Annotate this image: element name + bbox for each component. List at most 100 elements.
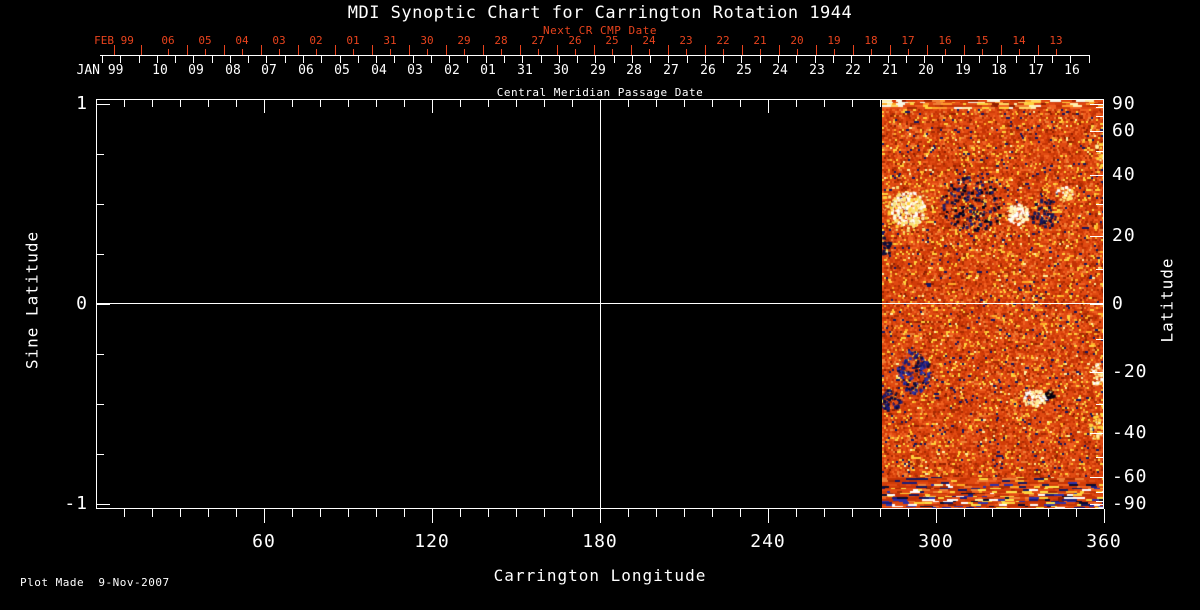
next-cr-day-tick bbox=[335, 45, 336, 55]
y-minor-tick-left bbox=[97, 204, 104, 205]
latitude-axis-title: Latitude bbox=[1157, 257, 1177, 343]
x-minor-tick-top bbox=[236, 100, 237, 107]
cmp-date-label: 24 bbox=[772, 63, 788, 78]
next-cr-date-label: 24 bbox=[642, 34, 656, 47]
y-tick-label-right: -60 bbox=[1112, 466, 1148, 488]
cmp-halfday-tick bbox=[650, 56, 652, 63]
cmp-axis-line bbox=[100, 55, 1090, 56]
cmp-date-label: 22 bbox=[845, 63, 861, 78]
cmp-halfday-tick bbox=[942, 56, 944, 63]
cmp-date-label: 02 bbox=[444, 63, 460, 78]
x-minor-tick-top bbox=[488, 100, 489, 107]
next-cr-day-tick bbox=[520, 45, 521, 55]
cmp-halfday-tick bbox=[979, 56, 980, 63]
x-minor-tick-bottom bbox=[880, 509, 881, 517]
x-tick-label: 180 bbox=[582, 531, 618, 552]
cmp-date-label: 09 bbox=[188, 63, 204, 78]
next-cr-minor-tick bbox=[908, 49, 909, 55]
next-cr-date-label: 25 bbox=[605, 34, 619, 47]
x-major-tick-bottom bbox=[432, 509, 433, 523]
y-tick-label-left: 1 bbox=[76, 93, 88, 114]
cmp-date-label: 27 bbox=[663, 63, 679, 78]
x-minor-tick-top bbox=[740, 100, 741, 107]
next-cr-day-tick bbox=[557, 45, 558, 55]
cmp-halfday-tick bbox=[1033, 56, 1035, 63]
next-cr-minor-tick bbox=[242, 49, 243, 55]
cmp-date-label: 31 bbox=[517, 63, 533, 78]
x-minor-tick-top bbox=[124, 100, 125, 107]
x-minor-tick-bottom bbox=[740, 509, 741, 517]
cmp-halfday-tick bbox=[668, 56, 670, 63]
x-minor-tick-top bbox=[152, 100, 153, 107]
cmp-halfday-tick bbox=[467, 56, 469, 63]
sine-latitude-axis-title: Sine Latitude bbox=[22, 230, 42, 370]
x-minor-tick-top bbox=[544, 100, 545, 107]
y-tick-label-right: -40 bbox=[1112, 421, 1148, 443]
y-minor-tick-right bbox=[1096, 491, 1103, 493]
next-cr-date-label: 30 bbox=[420, 34, 434, 47]
next-cr-day-tick bbox=[964, 45, 965, 55]
next-cr-day-tick bbox=[853, 45, 854, 55]
y-minor-tick-right bbox=[1096, 501, 1103, 502]
y-minor-tick-right bbox=[1096, 457, 1103, 459]
x-minor-tick-bottom bbox=[712, 509, 713, 517]
x-minor-tick-bottom bbox=[376, 509, 377, 517]
next-cr-minor-tick bbox=[353, 49, 354, 55]
next-cr-day-tick bbox=[594, 45, 595, 55]
cmp-halfday-tick bbox=[303, 56, 304, 63]
magnetogram-image bbox=[882, 100, 1103, 508]
x-minor-tick-bottom bbox=[992, 509, 993, 517]
cmp-halfday-tick bbox=[376, 56, 378, 63]
cmp-halfday-tick bbox=[321, 56, 323, 63]
cmp-halfday-tick bbox=[138, 56, 140, 63]
cmp-date-label: 25 bbox=[736, 63, 752, 78]
x-minor-tick-top bbox=[796, 100, 797, 107]
next-cr-date-label: 22 bbox=[716, 34, 730, 47]
x-minor-tick-bottom bbox=[488, 509, 489, 517]
next-cr-day-tick bbox=[668, 45, 669, 55]
next-cr-date-label: 27 bbox=[531, 34, 545, 47]
next-cr-date-label: 29 bbox=[457, 34, 471, 47]
next-cr-minor-tick bbox=[649, 49, 650, 55]
next-cr-minor-tick bbox=[871, 49, 872, 55]
y-tick-label-right: 40 bbox=[1112, 164, 1136, 186]
x-minor-tick-bottom bbox=[236, 509, 237, 517]
cmp-date-label: 30 bbox=[553, 63, 569, 78]
cmp-halfday-tick bbox=[924, 56, 926, 63]
next-cr-day-tick bbox=[187, 45, 188, 55]
x-minor-tick-top bbox=[712, 100, 713, 107]
x-minor-tick-bottom bbox=[516, 509, 517, 517]
y-minor-tick-left bbox=[97, 154, 104, 155]
cmp-halfday-tick bbox=[558, 56, 560, 63]
cmp-date-label: 18 bbox=[991, 63, 1007, 78]
y-major-tick-right bbox=[1090, 304, 1103, 305]
next-cr-day-tick bbox=[927, 45, 928, 55]
cmp-halfday-tick bbox=[156, 56, 158, 63]
y-major-tick-left bbox=[97, 304, 110, 305]
x-minor-tick-bottom bbox=[908, 509, 909, 517]
y-tick-label-right: 60 bbox=[1112, 119, 1136, 141]
next-cr-date-label: 31 bbox=[383, 34, 397, 47]
cmp-halfday-tick bbox=[175, 56, 177, 63]
cmp-halfday-tick bbox=[357, 56, 359, 63]
cmp-axis-title: Central Meridian Passage Date bbox=[496, 86, 704, 99]
next-cr-day-tick bbox=[483, 45, 484, 55]
x-minor-tick-top bbox=[320, 100, 321, 107]
x-minor-tick-top bbox=[572, 100, 573, 107]
cmp-halfday-tick bbox=[394, 56, 396, 63]
cmp-halfday-tick bbox=[449, 56, 451, 63]
x-minor-tick-bottom bbox=[824, 509, 825, 517]
x-minor-tick-top bbox=[852, 100, 853, 107]
next-cr-date-label: 21 bbox=[753, 34, 767, 47]
next-cr-date-label: 19 bbox=[827, 34, 841, 47]
next-cr-day-tick bbox=[631, 45, 632, 55]
cmp-halfday-tick bbox=[704, 56, 706, 63]
cmp-date-label: 10 bbox=[152, 63, 168, 78]
next-cr-date-label: 04 bbox=[235, 34, 249, 47]
y-minor-tick-right bbox=[1096, 116, 1103, 118]
x-minor-tick-bottom bbox=[1048, 509, 1049, 517]
next-cr-minor-tick bbox=[464, 49, 465, 55]
next-cr-minor-tick bbox=[612, 49, 613, 55]
x-tick-label: 120 bbox=[414, 531, 450, 552]
x-minor-tick-bottom bbox=[852, 509, 853, 517]
